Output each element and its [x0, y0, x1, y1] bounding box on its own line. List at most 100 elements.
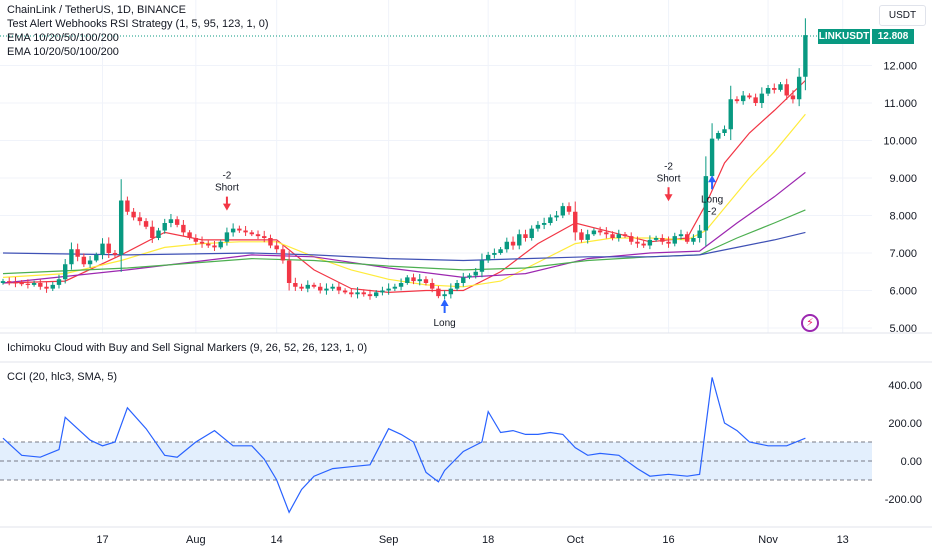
signal-label-top: -2: [664, 161, 673, 172]
candle: [467, 273, 472, 280]
candle: [560, 202, 565, 219]
ema-series-line: [2, 171, 806, 284]
candle: [38, 279, 43, 290]
candle: [237, 225, 242, 233]
candle: [7, 277, 12, 286]
candle: [753, 93, 758, 106]
candle: [286, 251, 292, 291]
time-tick-label: Nov: [758, 534, 778, 546]
candle: [784, 78, 789, 100]
candle: [262, 230, 267, 243]
candle: [678, 229, 684, 240]
candle: [585, 229, 590, 244]
candle: [299, 283, 304, 292]
candle: [796, 68, 802, 107]
candle: [81, 253, 87, 267]
ichimoku-legend[interactable]: Ichimoku Cloud with Buy and Sell Signal …: [7, 342, 368, 354]
cci-tick-label: 0.00: [901, 456, 922, 468]
time-tick-label: 13: [837, 534, 849, 546]
candle: [629, 232, 634, 245]
candle: [274, 241, 279, 253]
candle: [249, 230, 254, 237]
cci-line: [2, 377, 806, 514]
candle: [230, 223, 236, 237]
candle: [168, 214, 174, 228]
time-tick-label: 16: [662, 534, 674, 546]
cci-axis[interactable]: 400.00 200.00 0.00 -200.00: [885, 380, 922, 506]
signal-label-top: -2: [222, 171, 231, 182]
candle: [181, 220, 186, 237]
price-tick-label: 5.000: [889, 323, 917, 335]
candle: [342, 288, 348, 295]
candle: [392, 283, 398, 292]
time-axis[interactable]: 17 Aug 14 Sep 18 Oct 16 Nov 13: [96, 534, 848, 546]
candle: [716, 130, 721, 141]
candle: [579, 229, 584, 243]
symbol-title[interactable]: ChainLink / TetherUS, 1D, BINANCE: [7, 4, 186, 16]
candle: [174, 216, 180, 228]
candle: [187, 230, 192, 240]
candle: [218, 239, 223, 250]
candle: [405, 275, 410, 285]
candle: [199, 236, 205, 248]
candle: [548, 214, 553, 226]
candle: [100, 238, 105, 260]
cci-tick-label: -200.00: [885, 494, 922, 506]
candle: [703, 156, 709, 247]
candle: [803, 18, 808, 91]
ema-series-line: [2, 231, 806, 262]
candle: [330, 283, 335, 292]
price-tick-label: 10.000: [883, 136, 917, 148]
candle: [647, 235, 653, 250]
candle: [255, 230, 261, 240]
candle: [765, 85, 771, 97]
price-axis[interactable]: 12.000 11.000 10.000 9.000 8.000 7.000 6.000 5.…: [883, 61, 917, 336]
candle: [722, 125, 727, 136]
candle: [597, 226, 603, 236]
cci-legend[interactable]: CCI (20, hlc3, SMA, 5): [7, 371, 118, 383]
flash-icon[interactable]: ⚡: [801, 314, 819, 332]
candle: [19, 280, 24, 287]
candle: [697, 224, 702, 243]
time-tick-label: Sep: [379, 534, 399, 546]
candle: [517, 229, 522, 250]
candle: [268, 234, 273, 249]
ema-legend-2[interactable]: EMA 10/20/50/100/200: [7, 46, 119, 58]
signal-short: Short-2: [215, 171, 239, 211]
candle: [566, 202, 572, 215]
candle: [162, 218, 167, 234]
candle: [212, 241, 217, 251]
candle: [44, 281, 49, 293]
main-price-grid: [0, 0, 872, 333]
price-tick-label: 9.000: [889, 173, 917, 185]
candle: [50, 281, 55, 292]
candle: [691, 234, 696, 245]
candle: [380, 286, 385, 296]
signal-long: Long-2: [701, 175, 723, 217]
candle: [280, 245, 286, 264]
time-tick-label: Aug: [186, 534, 206, 546]
candle: [616, 229, 621, 242]
currency-button[interactable]: USDT: [879, 5, 926, 26]
candle: [143, 218, 149, 230]
candle: [361, 289, 366, 297]
candle: [25, 279, 31, 289]
candle: [374, 290, 379, 298]
strategy-legend[interactable]: Test Alert Webhooks RSI Strategy (1, 5, …: [7, 18, 269, 30]
candle: [13, 277, 18, 288]
candle: [461, 272, 466, 287]
candle: [604, 227, 609, 239]
signal-label-bottom: Short: [215, 183, 239, 194]
candle: [529, 225, 534, 241]
candle: [131, 208, 136, 221]
candle: [666, 236, 671, 248]
time-tick-label: Oct: [567, 534, 584, 546]
candle: [479, 253, 485, 278]
candle: [75, 243, 80, 262]
candle: [622, 232, 628, 238]
price-tick-label: 6.000: [889, 286, 917, 298]
candle: [523, 229, 528, 242]
ema-legend-1[interactable]: EMA 10/20/50/100/200: [7, 32, 119, 44]
